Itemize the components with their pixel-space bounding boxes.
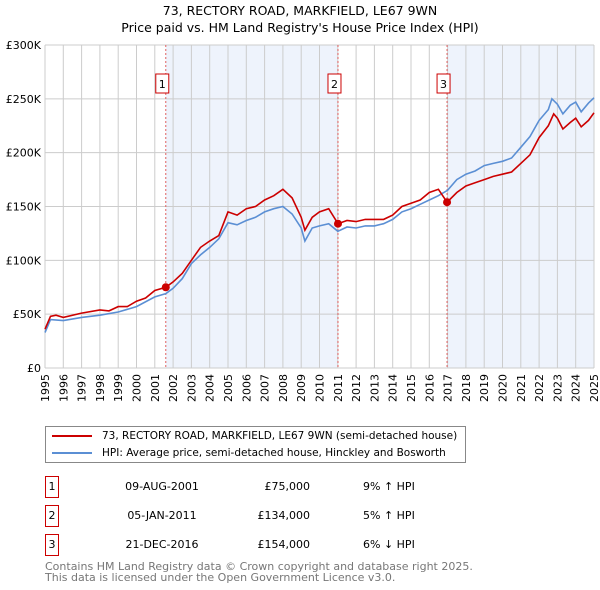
sale-date: 05-JAN-2011 <box>127 509 197 522</box>
x-tick-label: 2020 <box>497 374 510 402</box>
chart-title: 73, RECTORY ROAD, MARKFIELD, LE67 9WN <box>162 3 438 18</box>
sale-marker-badge: 3 <box>45 534 59 556</box>
x-tick-label: 2025 <box>588 374 600 402</box>
sale-label: 1 <box>159 78 166 91</box>
x-tick-label: 2021 <box>515 374 528 402</box>
sale-price: £75,000 <box>264 480 311 493</box>
sale-label: 2 <box>331 78 338 91</box>
x-tick-label: 2002 <box>167 374 180 402</box>
hpi-diff: 5% ↑ HPI <box>363 509 415 522</box>
x-tick-label: 2005 <box>222 374 235 402</box>
x-tick-label: 2013 <box>368 374 381 402</box>
y-tick-label: £50K <box>13 308 42 321</box>
x-tick-label: 1996 <box>57 374 70 402</box>
x-tick-label: 2007 <box>259 374 272 402</box>
x-tick-label: 2004 <box>204 374 217 402</box>
y-tick-label: £0 <box>27 362 41 375</box>
x-tick-label: 2010 <box>314 374 327 402</box>
sale-point <box>443 198 452 207</box>
x-tick-label: 2023 <box>551 374 564 402</box>
legend-label: 73, RECTORY ROAD, MARKFIELD, LE67 9WN (s… <box>102 430 458 442</box>
x-tick-label: 2024 <box>570 374 583 402</box>
sale-marker-badge: 2 <box>45 505 59 527</box>
table-row: 1 09-AUG-2001 £75,000 9% ↑ HPI <box>45 476 445 498</box>
x-tick-label: 2018 <box>460 374 473 402</box>
x-tick-label: 1995 <box>39 374 52 402</box>
legend-item-property: 73, RECTORY ROAD, MARKFIELD, LE67 9WN (s… <box>52 428 457 444</box>
x-tick-label: 2017 <box>442 374 455 402</box>
table-row: 3 21-DEC-2016 £154,000 6% ↓ HPI <box>45 534 445 556</box>
x-tick-label: 1998 <box>94 374 107 402</box>
x-tick-label: 2019 <box>478 374 491 402</box>
x-tick-label: 2009 <box>295 374 308 402</box>
legend-item-hpi: HPI: Average price, semi-detached house,… <box>52 445 446 461</box>
y-tick-label: £100K <box>6 254 42 267</box>
y-tick-label: £300K <box>6 39 42 52</box>
x-tick-label: 2015 <box>405 374 418 402</box>
x-tick-label: 2016 <box>423 374 436 402</box>
legend: 73, RECTORY ROAD, MARKFIELD, LE67 9WN (s… <box>45 426 466 463</box>
sale-label-box <box>327 73 342 94</box>
price-chart: 1995 1996 1997 1998 1999 2000 2001 2002 2003 2004… <box>6 39 600 402</box>
table-row: 2 05-JAN-2011 £134,000 5% ↑ HPI <box>45 505 445 527</box>
y-tick-label: £250K <box>6 93 42 106</box>
hpi-diff: 9% ↑ HPI <box>363 480 415 493</box>
sale-label: 3 <box>440 78 447 91</box>
sale-price: £134,000 <box>257 509 311 522</box>
x-tick-label: 1997 <box>76 374 89 402</box>
x-tick-label: 2012 <box>350 374 363 402</box>
sale-point <box>161 283 170 292</box>
x-tick-label: 2001 <box>149 374 162 402</box>
x-tick-label: 2000 <box>131 374 144 402</box>
sale-date: 21-DEC-2016 <box>125 538 199 551</box>
sale-price: £154,000 <box>257 538 311 551</box>
legend-swatch-red <box>52 435 92 437</box>
x-tick-label: 2014 <box>387 374 400 402</box>
hpi-diff: 6% ↓ HPI <box>363 538 415 551</box>
footer-copyright: Contains HM Land Registry data © Crown c… <box>45 560 473 573</box>
hpi-line <box>44 97 595 333</box>
x-tick-label: 2022 <box>533 374 546 402</box>
sale-label-box <box>155 73 170 94</box>
x-tick-label: 2006 <box>240 374 253 402</box>
legend-label: HPI: Average price, semi-detached house,… <box>102 447 446 459</box>
footer-licence: This data is licensed under the Open Gov… <box>45 571 396 584</box>
x-tick-label: 2003 <box>185 374 198 402</box>
legend-swatch-blue <box>52 452 92 454</box>
sale-date: 09-AUG-2001 <box>125 480 199 493</box>
x-tick-label: 1999 <box>112 374 125 402</box>
x-tick-label: 2008 <box>277 374 290 402</box>
x-tick-label: 2011 <box>332 374 345 402</box>
sale-point <box>333 219 342 228</box>
y-tick-label: £200K <box>6 147 42 160</box>
property-price-line <box>44 112 595 330</box>
sale-marker-badge: 1 <box>45 476 59 498</box>
chart-subtitle: Price paid vs. HM Land Registry's House … <box>121 20 479 35</box>
y-tick-label: £150K <box>6 201 42 214</box>
sale-label-box <box>436 73 451 94</box>
